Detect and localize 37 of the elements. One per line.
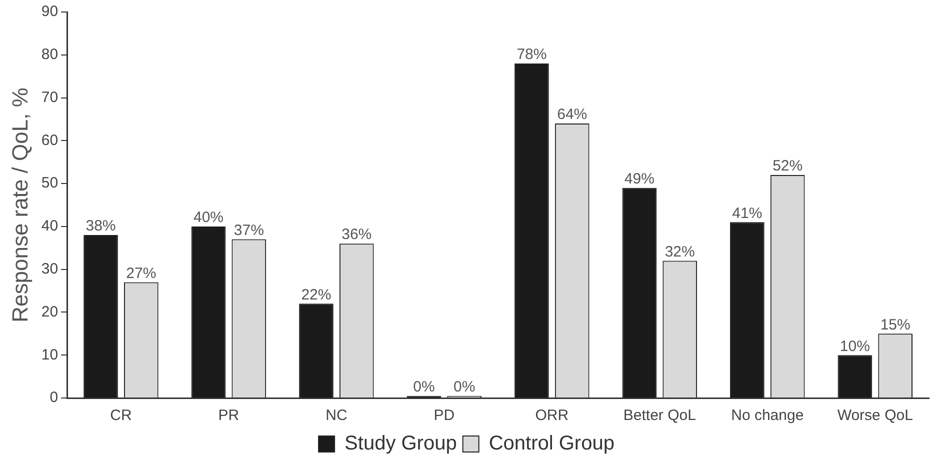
data-label: 0% xyxy=(454,378,476,396)
y-tick-label: 40 xyxy=(41,218,58,235)
x-tick-label: PD xyxy=(434,407,455,424)
data-label: 37% xyxy=(234,222,264,239)
data-label: 64% xyxy=(557,106,588,124)
x-tick-label: No change xyxy=(731,407,804,424)
y-tick-label: 70 xyxy=(41,88,58,106)
data-label: 15% xyxy=(880,316,910,334)
data-label: 10% xyxy=(840,338,870,355)
legend-label: Study Group xyxy=(344,432,457,455)
data-label: 78% xyxy=(516,46,547,64)
data-label: 27% xyxy=(126,264,156,282)
y-tick-label: 50 xyxy=(41,174,58,192)
y-tick-label: 80 xyxy=(41,46,58,64)
data-label: 41% xyxy=(732,204,762,222)
data-label: 0% xyxy=(413,378,435,396)
x-tick-label: PR xyxy=(218,407,240,424)
y-tick-label: 0 xyxy=(50,389,58,406)
y-tick-label: 30 xyxy=(41,260,58,278)
y-tick-label: 90 xyxy=(41,3,58,20)
x-tick-label: NC xyxy=(326,407,348,424)
x-tick-label: ORR xyxy=(535,407,569,424)
y-tick-label: 60 xyxy=(41,132,58,149)
data-label: 32% xyxy=(664,243,695,260)
x-tick-label: Worse QoL xyxy=(837,407,913,424)
data-label: 38% xyxy=(86,218,116,235)
x-tick-label: Better QoL xyxy=(623,407,696,424)
x-tick-label: CR xyxy=(110,407,132,424)
y-tick-label: 10 xyxy=(41,346,58,364)
data-label: 36% xyxy=(342,226,372,244)
legend-label: Control Group xyxy=(488,432,614,455)
y-tick-label: 20 xyxy=(41,303,58,320)
data-label: 40% xyxy=(193,209,224,226)
y-axis-title: Response rate / QoL, % xyxy=(7,88,32,322)
data-label: 49% xyxy=(624,170,654,188)
data-label: 22% xyxy=(301,286,332,304)
data-label: 52% xyxy=(772,158,803,175)
